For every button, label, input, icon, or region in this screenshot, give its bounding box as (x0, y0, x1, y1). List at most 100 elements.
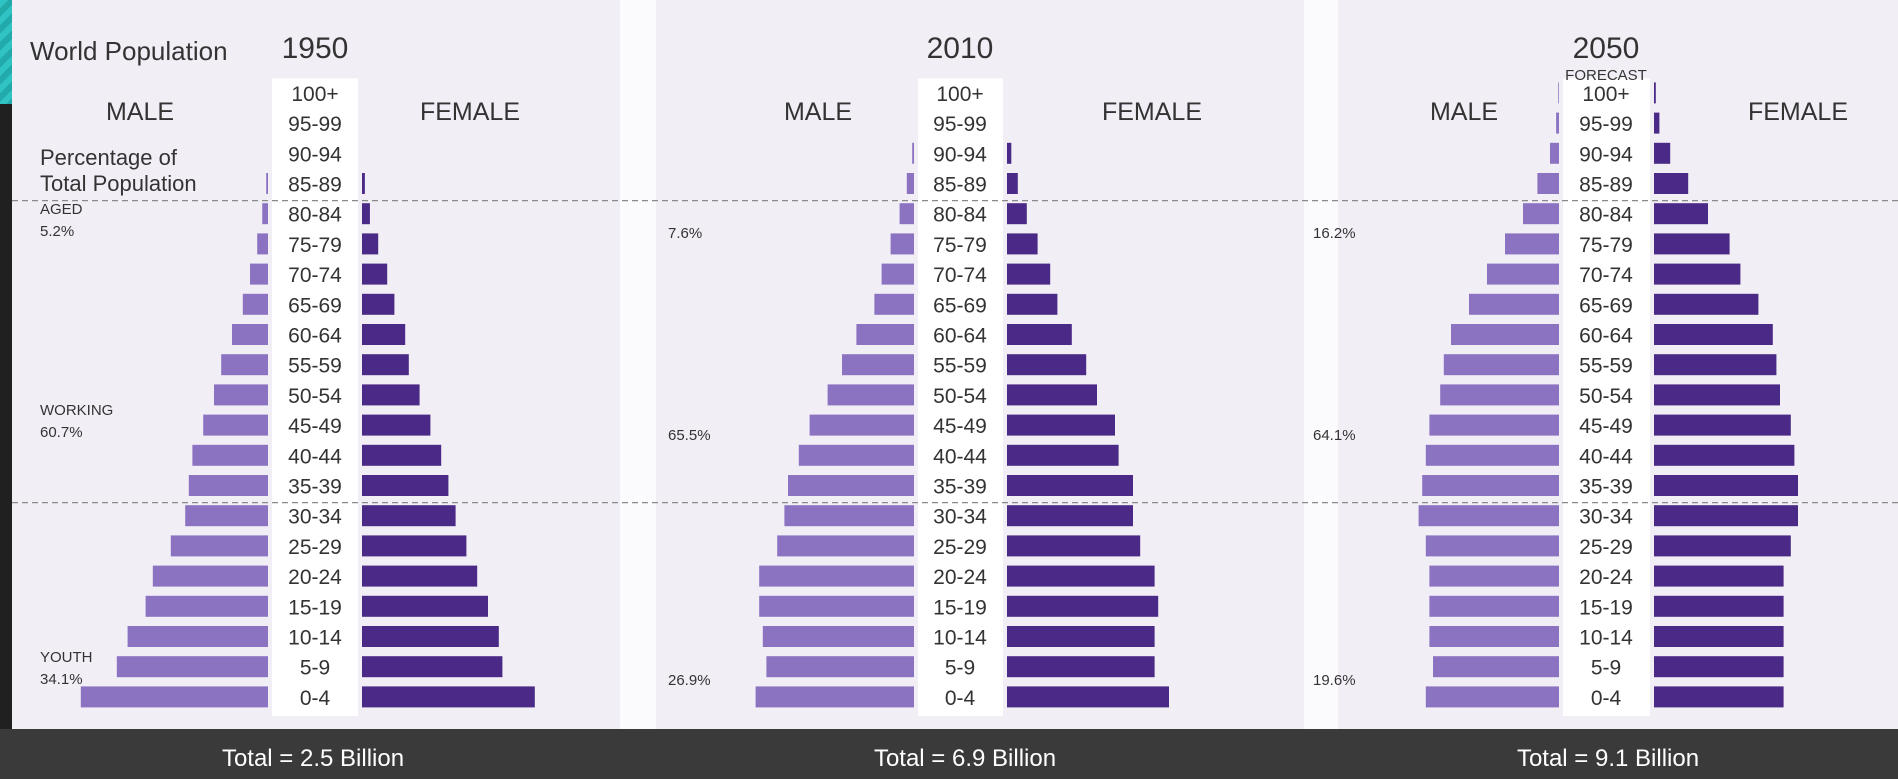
female-bar (1007, 203, 1027, 225)
age-tick-label: 60-64 (288, 325, 342, 348)
age-tick-label: 25-29 (288, 536, 342, 559)
age-tick-label: 75-79 (933, 234, 987, 257)
age-tick-label: 40-44 (1579, 445, 1633, 468)
male-bar (262, 203, 268, 225)
male-bar (1422, 475, 1559, 496)
female-bar (1654, 142, 1671, 164)
age-tick-label: 55-59 (288, 355, 342, 378)
male-bar (185, 505, 268, 527)
group-pct-label: 5.2% (40, 223, 74, 240)
forecast-subtitle: FORECAST (1565, 67, 1647, 84)
male-bar (1425, 686, 1559, 708)
female-bar (1654, 565, 1784, 587)
male-bar (798, 444, 914, 466)
female-bar (1654, 173, 1689, 194)
group-pct-label: 7.6% (668, 225, 702, 242)
age-tick-label: 15-19 (288, 596, 342, 619)
male-header: MALE (106, 98, 174, 126)
female-bar (1654, 626, 1784, 647)
male-bar (242, 293, 268, 315)
female-bar (362, 384, 420, 406)
male-bar (1451, 324, 1559, 345)
age-tick-label: 90-94 (1579, 143, 1633, 166)
male-bar (1550, 142, 1559, 164)
age-tick-label: 70-74 (1579, 264, 1633, 287)
group-pct-label: 19.6% (1313, 672, 1356, 689)
age-tick-label: 95-99 (1579, 113, 1633, 136)
age-tick-label: 45-49 (288, 415, 342, 438)
male-bar (127, 626, 268, 647)
female-bar (1654, 444, 1795, 466)
female-bar (1007, 233, 1038, 255)
female-header: FEMALE (1102, 98, 1202, 126)
female-bar (362, 324, 406, 345)
age-tick-label: 80-84 (933, 204, 987, 227)
female-bar (362, 414, 431, 436)
age-tick-label: 0-4 (300, 687, 331, 710)
female-bar (1654, 656, 1784, 678)
male-bar (232, 324, 268, 345)
age-tick-label: 30-34 (1579, 506, 1633, 529)
female-bar (1007, 505, 1133, 527)
female-bar (1007, 354, 1087, 376)
male-bar (221, 354, 268, 376)
female-bar (1007, 565, 1155, 587)
male-bar (1429, 565, 1559, 587)
male-bar (152, 565, 268, 587)
female-bar (1654, 233, 1730, 255)
female-bar (1007, 444, 1119, 466)
pct-label-line2: Total Population (40, 171, 197, 196)
age-tick-label: 100+ (1582, 83, 1629, 106)
male-bar (890, 233, 914, 255)
panel-gap (620, 0, 656, 729)
group-pct-label: 60.7% (40, 424, 83, 441)
female-bar (362, 203, 370, 225)
female-header: FEMALE (420, 98, 520, 126)
female-bar (1654, 384, 1780, 406)
female-bar (362, 293, 395, 315)
female-bar (1654, 414, 1791, 436)
female-bar (1007, 595, 1159, 617)
male-bar (1487, 263, 1559, 285)
female-bar (1007, 173, 1018, 194)
year-title: 1950 (282, 32, 349, 65)
female-bar (1007, 656, 1155, 678)
male-bar (788, 475, 914, 496)
age-tick-label: 50-54 (288, 385, 342, 408)
male-bar (874, 293, 914, 315)
age-tick-label: 45-49 (933, 415, 987, 438)
male-bar (1425, 444, 1559, 466)
age-tick-label: 50-54 (933, 385, 987, 408)
female-bar (1007, 142, 1012, 164)
female-bar (1654, 112, 1660, 134)
female-bar (362, 686, 535, 708)
male-bar (170, 535, 268, 557)
age-tick-label: 100+ (936, 83, 983, 106)
male-bar (1505, 233, 1559, 255)
age-tick-label: 95-99 (288, 113, 342, 136)
age-tick-label: 65-69 (933, 294, 987, 317)
age-tick-label: 70-74 (933, 264, 987, 287)
female-bar (1007, 686, 1169, 708)
male-bar (1537, 173, 1559, 194)
year-title: 2010 (927, 32, 994, 65)
age-tick-label: 30-34 (933, 506, 987, 529)
male-bar (827, 384, 914, 406)
age-tick-label: 25-29 (933, 536, 987, 559)
age-tick-label: 0-4 (1591, 687, 1622, 710)
age-label-column (1563, 78, 1650, 716)
age-tick-label: 5-9 (300, 657, 330, 680)
male-bar (759, 565, 914, 587)
group-pct-label: 34.1% (40, 671, 83, 688)
age-tick-label: 80-84 (288, 204, 342, 227)
group-pct-label: 65.5% (668, 427, 711, 444)
male-bar (192, 444, 268, 466)
male-bar (1523, 203, 1559, 225)
age-tick-label: 10-14 (288, 627, 342, 650)
male-bar (1429, 626, 1559, 647)
age-tick-label: 35-39 (288, 476, 342, 499)
age-tick-label: 5-9 (1591, 657, 1621, 680)
male-bar (1440, 384, 1559, 406)
age-tick-label: 10-14 (1579, 627, 1633, 650)
total-label-2050: Total = 9.1 Billion (1516, 745, 1700, 772)
